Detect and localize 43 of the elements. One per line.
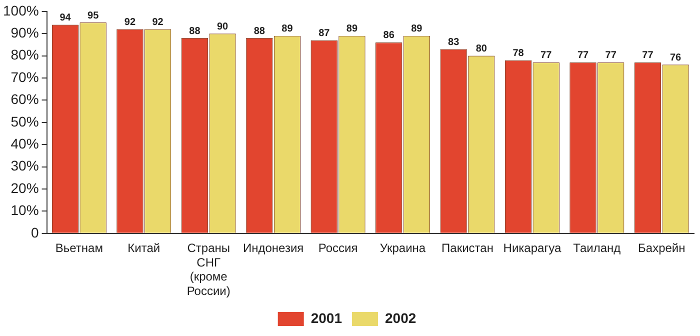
y-tick-label: 90%	[10, 24, 39, 40]
data-label: 88	[254, 26, 266, 37]
data-label: 92	[152, 16, 164, 28]
data-label: 92	[124, 16, 136, 28]
legend-label: 2002	[385, 310, 416, 326]
y-tick-label: 40%	[10, 135, 39, 152]
x-tick-label: Россия	[318, 240, 358, 255]
data-label: 88	[189, 26, 201, 37]
data-label: 78	[512, 48, 524, 59]
data-label: 77	[540, 50, 552, 62]
x-tick-label: Страны СНГ (кроме России)	[186, 240, 230, 298]
data-label: 83	[448, 36, 460, 48]
y-tick-label: 20%	[10, 180, 39, 196]
x-tick-label: Никарагуа	[503, 240, 562, 255]
data-label: 89	[411, 24, 423, 35]
y-tick-label: 50%	[10, 113, 39, 130]
data-label: 77	[605, 50, 617, 62]
data-label: 90	[216, 21, 229, 32]
x-tick-label: Пакистан	[442, 240, 494, 255]
x-tick-label: Вьетнам	[55, 240, 103, 255]
y-tick-label: 10%	[10, 202, 39, 218]
y-tick-label: 100%	[2, 2, 39, 18]
data-label: 76	[670, 52, 682, 64]
data-label: 87	[318, 28, 330, 40]
legend-label: 2001	[310, 310, 342, 326]
x-tick-label: Таиланд	[573, 240, 621, 255]
data-label: 77	[577, 50, 590, 62]
y-tick-label: 80%	[10, 46, 39, 63]
x-tick-label: Украина	[380, 240, 426, 255]
data-label: 86	[383, 30, 395, 42]
y-tick-label: 60%	[10, 91, 39, 108]
data-label: 95	[88, 10, 100, 22]
x-tick-label: Бахрейн	[638, 240, 686, 255]
data-label: 89	[346, 24, 358, 35]
data-label: 89	[282, 24, 294, 35]
y-tick-label: 0	[31, 224, 40, 240]
data-label: 94	[60, 12, 72, 24]
y-tick-label: 70%	[10, 68, 39, 85]
y-tick-label: 30%	[10, 158, 39, 174]
x-tick-label: Индонезия	[242, 240, 304, 255]
data-label: 77	[642, 50, 654, 62]
x-tick-label: Китай	[128, 240, 160, 255]
data-label: 80	[476, 44, 488, 55]
